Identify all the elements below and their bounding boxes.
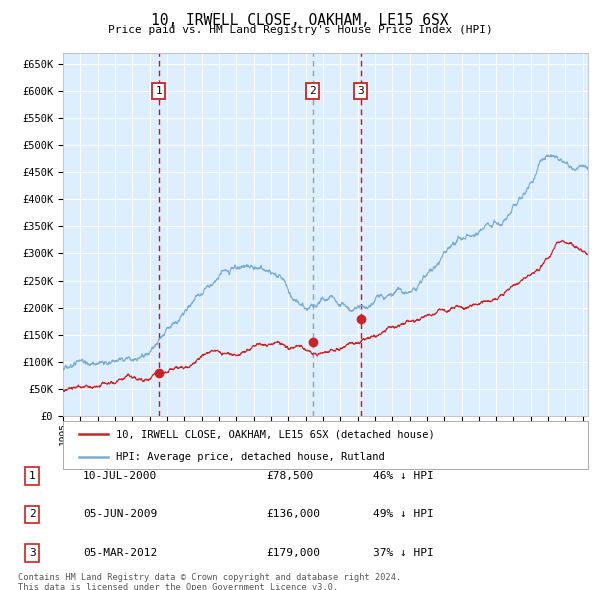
Text: 37% ↓ HPI: 37% ↓ HPI — [373, 548, 434, 558]
Text: Price paid vs. HM Land Registry's House Price Index (HPI): Price paid vs. HM Land Registry's House … — [107, 25, 493, 35]
Text: £179,000: £179,000 — [266, 548, 320, 558]
Text: 3: 3 — [357, 86, 364, 96]
Text: 05-MAR-2012: 05-MAR-2012 — [83, 548, 157, 558]
Text: 2: 2 — [310, 86, 316, 96]
Text: HPI: Average price, detached house, Rutland: HPI: Average price, detached house, Rutl… — [115, 452, 384, 462]
Text: 1: 1 — [29, 471, 35, 481]
Text: 10, IRWELL CLOSE, OAKHAM, LE15 6SX: 10, IRWELL CLOSE, OAKHAM, LE15 6SX — [151, 13, 449, 28]
Text: 49% ↓ HPI: 49% ↓ HPI — [373, 510, 434, 519]
Text: 10-JUL-2000: 10-JUL-2000 — [83, 471, 157, 481]
Text: £136,000: £136,000 — [266, 510, 320, 519]
Text: 05-JUN-2009: 05-JUN-2009 — [83, 510, 157, 519]
Text: This data is licensed under the Open Government Licence v3.0.: This data is licensed under the Open Gov… — [18, 583, 338, 590]
Text: 3: 3 — [29, 548, 35, 558]
Text: 2: 2 — [29, 510, 35, 519]
Text: 1: 1 — [155, 86, 162, 96]
Text: £78,500: £78,500 — [266, 471, 313, 481]
Text: 10, IRWELL CLOSE, OAKHAM, LE15 6SX (detached house): 10, IRWELL CLOSE, OAKHAM, LE15 6SX (deta… — [115, 429, 434, 439]
Text: Contains HM Land Registry data © Crown copyright and database right 2024.: Contains HM Land Registry data © Crown c… — [18, 573, 401, 582]
Text: 46% ↓ HPI: 46% ↓ HPI — [373, 471, 434, 481]
